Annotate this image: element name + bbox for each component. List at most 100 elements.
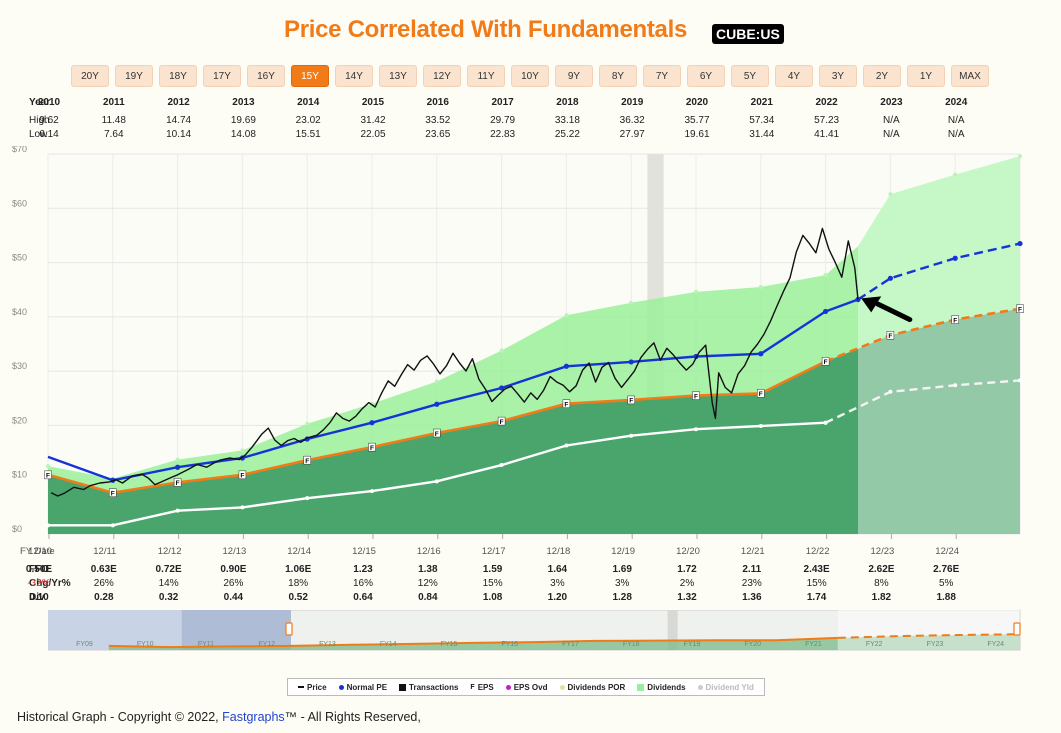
ticker-badge: CUBE:US (712, 24, 784, 44)
eps-marker: F (1016, 304, 1024, 314)
svg-text:F: F (888, 333, 892, 340)
div-value: 1.88 (936, 592, 956, 603)
year-value-2021: 2021 (750, 97, 773, 108)
dividends-point (694, 289, 698, 294)
range-button-max[interactable]: MAX (951, 65, 989, 87)
ffo-value: 1.38 (418, 564, 438, 575)
low-value-2024: N/A (947, 129, 965, 140)
ffo-value: 1.69 (612, 564, 632, 575)
ffo-row-label: FFO (29, 564, 49, 575)
range-button-6y[interactable]: 6Y (687, 65, 725, 87)
chg-value: 16% (352, 578, 373, 589)
chg-value: 18% (288, 578, 309, 589)
range-button-3y[interactable]: 3Y (819, 65, 857, 87)
range-button-17y[interactable]: 17Y (203, 65, 241, 87)
y-tick-label: $60 (12, 198, 27, 208)
fundamentals-table: FFO Chg/Yr% Div 0.50E -32% 0.10 0.63E 26% 0.2… (0, 562, 1061, 606)
low-value-2018: 25.22 (554, 129, 580, 140)
legend-item-eps-ovd[interactable]: EPS Ovd (505, 683, 548, 692)
range-button-13y[interactable]: 13Y (379, 65, 417, 87)
eps-marker: F (562, 399, 571, 409)
x-tick-label: 12/23 (871, 546, 895, 557)
eps-marker: F (433, 428, 441, 438)
high-low-table: Year High Low 2010 9.62 6.14 2011 11.48 7.64 2… (0, 96, 1061, 144)
range-button-11y[interactable]: 11Y (467, 65, 505, 87)
y-tick-label: $70 (12, 146, 27, 154)
range-button-18y[interactable]: 18Y (159, 65, 197, 87)
chg-value: 26% (223, 578, 244, 589)
legend-item-dividend-yld[interactable]: Dividend Yld (697, 682, 754, 692)
range-button-4y[interactable]: 4Y (775, 65, 813, 87)
dividends-point (823, 273, 828, 278)
x-tick-label: 12/14 (287, 546, 311, 557)
x-tick-label: 12/19 (611, 546, 635, 557)
div-value: 0.84 (418, 592, 438, 603)
navigator-label: FY24 (987, 641, 1004, 648)
navigator-recession (667, 610, 678, 650)
navigator-label: FY17 (562, 641, 579, 648)
dividends-por-point (46, 523, 50, 528)
x-tick-label: 12/17 (482, 546, 506, 557)
high-value-2017: 29.79 (490, 115, 516, 126)
low-value-2022: 41.41 (814, 129, 840, 140)
svg-text:F: F (305, 458, 309, 465)
svg-text:F: F (759, 391, 763, 398)
div-value: 0.28 (94, 592, 114, 603)
legend-label: Normal PE (346, 682, 388, 692)
navigator-window[interactable] (181, 610, 291, 650)
price-chart[interactable]: $0 $10 $20 $30 $40 $50 $60 $70 F F F F F F F F F F F F F F F F F… (0, 146, 1061, 562)
div-value: 0.10 (29, 592, 49, 603)
range-button-15y[interactable]: 15Y (291, 65, 329, 87)
high-value-2018: 33.18 (554, 115, 580, 126)
range-button-9y[interactable]: 9Y (555, 65, 593, 87)
range-button-5y[interactable]: 5Y (731, 65, 769, 87)
year-value-2016: 2016 (426, 97, 449, 108)
legend-label: Dividend Yld (705, 682, 754, 692)
dividends-por-point (953, 383, 958, 388)
range-button-12y[interactable]: 12Y (423, 65, 461, 87)
dividends-por-point (370, 489, 374, 494)
legend-item-dividends-por[interactable]: Dividends POR (559, 683, 625, 692)
range-button-16y[interactable]: 16Y (247, 65, 285, 87)
high-value-2015: 31.42 (360, 115, 386, 126)
dividends-por-point (305, 496, 310, 501)
legend-item-dividends[interactable]: Dividends (637, 683, 686, 692)
low-row-label: Low (29, 129, 48, 140)
legend-item-eps[interactable]: F EPS (470, 683, 493, 692)
navigator-handle-right[interactable] (1013, 622, 1021, 636)
chg-value: 3% (614, 578, 630, 589)
legend-item-price[interactable]: Price (298, 683, 327, 692)
range-button-10y[interactable]: 10Y (511, 65, 549, 87)
range-button-8y[interactable]: 8Y (599, 65, 637, 87)
x-tick-label: 12/12 (158, 546, 182, 557)
ffo-value: 1.59 (482, 564, 503, 575)
footer-brand-link[interactable]: Fastgraphs (222, 710, 285, 724)
svg-text:F: F (824, 359, 828, 366)
dividends-point (629, 300, 634, 305)
div-value: 1.36 (742, 592, 762, 603)
range-button-7y[interactable]: 7Y (643, 65, 681, 87)
range-button-19y[interactable]: 19Y (115, 65, 153, 87)
navigator-label: FY23 (927, 641, 944, 648)
eps-marker: F (821, 357, 830, 366)
range-navigator[interactable]: FY09 FY10 FY11 FY12 FY13 FY14 FY15 FY16 FY17 FY18… (48, 610, 1024, 654)
range-button-2y[interactable]: 2Y (863, 65, 901, 87)
navigator-label: FY19 (684, 641, 701, 648)
navigator-handle-left[interactable] (285, 622, 293, 636)
current-price-arrow-icon (861, 296, 913, 323)
dividends-point (434, 379, 439, 384)
legend-dot-icon (505, 684, 511, 690)
svg-text:F: F (1018, 307, 1022, 314)
chart-legend: Price Normal PE Transactions F EPS EPS Ovd Div… (287, 678, 765, 696)
legend-item-transactions[interactable]: Transactions (399, 683, 458, 692)
dividends-point (564, 313, 569, 318)
range-button-1y[interactable]: 1Y (907, 65, 945, 87)
navigator-estimate-zone (837, 610, 1020, 650)
navigator-label: FY22 (866, 641, 883, 648)
eps-line-estimate (825, 307, 1021, 363)
legend-item-normal-pe[interactable]: Normal PE (338, 682, 388, 692)
range-button-14y[interactable]: 14Y (335, 65, 373, 87)
range-button-20y[interactable]: 20Y (71, 65, 109, 87)
y-tick-label: $40 (12, 307, 27, 317)
year-value-2011: 2011 (102, 97, 125, 108)
